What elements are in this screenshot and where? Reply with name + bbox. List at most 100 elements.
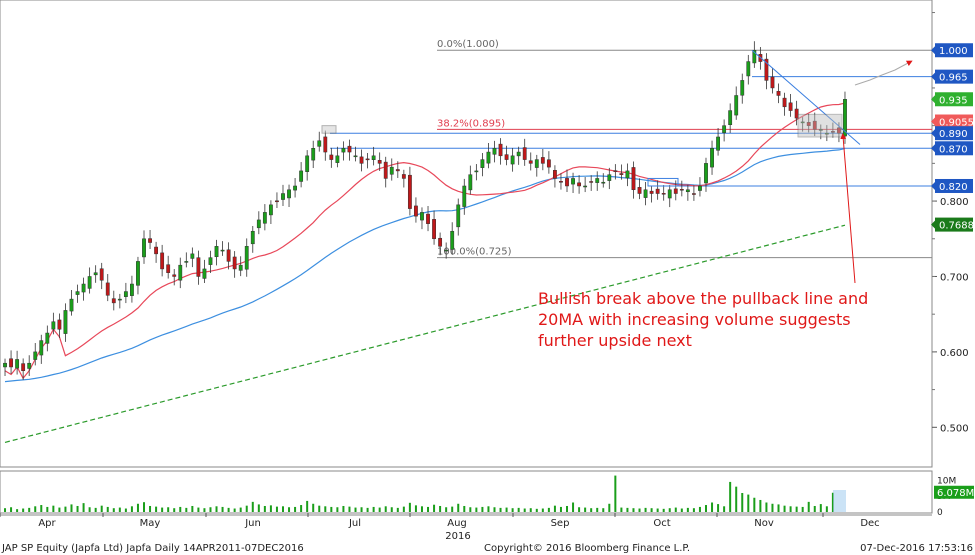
candle-body	[371, 155, 376, 160]
candle	[661, 185, 666, 201]
candle-body	[196, 257, 201, 277]
volume-bar	[306, 500, 309, 512]
price-badge-bg	[935, 92, 973, 107]
candle	[226, 242, 231, 270]
candle-body	[565, 178, 569, 187]
annotation-line-3: further upside next	[538, 331, 692, 350]
candle-body	[673, 188, 678, 194]
candle	[389, 158, 394, 181]
volume-bar	[596, 507, 599, 512]
price-badge-label: 0.870	[939, 144, 968, 155]
volume-bar	[46, 506, 49, 512]
candle-body	[262, 212, 267, 224]
candle-body	[190, 253, 195, 259]
candle	[794, 100, 799, 126]
candle-body	[111, 298, 116, 304]
candle-body	[51, 321, 56, 330]
volume-bar	[318, 505, 321, 512]
volume-bar	[40, 505, 43, 512]
volume-bar	[94, 507, 97, 512]
candle-body	[577, 182, 582, 187]
candle-body	[728, 110, 733, 125]
candle	[685, 184, 690, 201]
candle	[365, 152, 370, 169]
candle-body	[27, 362, 32, 369]
candle-body	[420, 212, 424, 221]
candle-body	[444, 249, 449, 252]
volume-bar	[608, 503, 611, 512]
volume-bar	[251, 501, 254, 512]
candle	[800, 117, 805, 132]
volume-bar	[112, 508, 115, 512]
candle-body	[613, 170, 618, 172]
volume-bar	[801, 506, 804, 512]
candle	[577, 175, 582, 194]
volume-bar	[233, 508, 236, 512]
volume-bar	[203, 508, 206, 512]
candle	[637, 178, 642, 200]
candle-body	[540, 157, 545, 164]
volume-bar	[209, 507, 212, 512]
volume-bar	[493, 507, 496, 512]
volume-bar	[735, 486, 738, 512]
volume-bar	[70, 504, 73, 512]
volume-bar	[553, 505, 556, 512]
volume-bar	[698, 506, 701, 512]
candle	[522, 138, 527, 166]
candle	[426, 206, 430, 232]
volume-bar	[753, 497, 756, 512]
volume-bar	[650, 508, 653, 512]
volume-bar	[257, 504, 260, 512]
candle	[160, 244, 165, 277]
volume-bar	[535, 508, 538, 512]
volume-bar	[704, 505, 707, 512]
volume-bar	[354, 507, 357, 512]
candle-body	[734, 95, 739, 116]
candle	[565, 169, 569, 192]
volume-bar	[396, 507, 399, 512]
price-badge: 0.935	[931, 92, 973, 107]
price-badge: 0.890	[931, 126, 973, 141]
candle-body	[383, 161, 388, 179]
candle	[704, 157, 708, 192]
candle-body	[281, 193, 285, 200]
candle-body	[450, 230, 455, 250]
volume-bar	[106, 506, 109, 512]
candle-body	[148, 238, 152, 243]
candle	[679, 180, 684, 197]
candle-body	[117, 298, 122, 301]
candle	[607, 167, 612, 190]
candle	[347, 139, 352, 161]
candle	[474, 164, 479, 181]
moving-averages	[4, 102, 846, 443]
price-badge-bg	[935, 126, 973, 141]
candle-body	[202, 268, 207, 279]
x-tick-label: Oct	[653, 518, 670, 529]
candle-body	[208, 257, 213, 265]
price-badge-label: 1.000	[939, 46, 968, 57]
volume-bar	[813, 505, 816, 512]
candle	[673, 180, 678, 201]
candle-body	[178, 264, 183, 281]
volume-bar	[82, 503, 85, 512]
volume-bar	[620, 507, 623, 512]
candle	[486, 143, 491, 169]
candle	[438, 232, 443, 256]
x-tick-label: Jun	[244, 518, 261, 529]
volume-bar	[783, 505, 786, 512]
candle-body	[353, 155, 358, 158]
volume-badge-label: 6.078M	[937, 488, 974, 499]
volume-bar	[281, 506, 284, 512]
candle-body	[812, 120, 817, 130]
volume-bar	[511, 508, 514, 512]
candle	[238, 256, 243, 277]
y-tick-label: 0.800	[940, 197, 969, 208]
volume-bar	[572, 502, 575, 512]
candle	[305, 150, 310, 181]
volume-bar	[686, 507, 689, 512]
candle	[722, 119, 727, 142]
volume-bar	[469, 507, 472, 512]
candle	[498, 138, 503, 165]
candle-body	[607, 174, 612, 181]
